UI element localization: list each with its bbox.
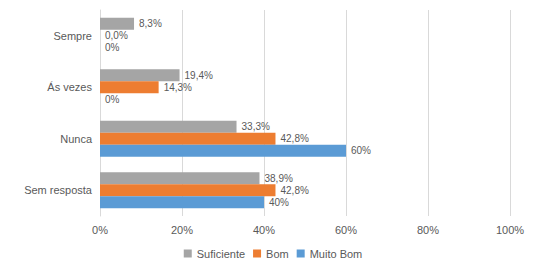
svg-text:0%: 0% — [105, 42, 120, 53]
svg-text:42,8%: 42,8% — [280, 185, 308, 196]
svg-text:Ás vezes: Ás vezes — [47, 81, 92, 93]
svg-text:Bom: Bom — [266, 248, 289, 260]
svg-text:42,8%: 42,8% — [280, 133, 308, 144]
svg-text:80%: 80% — [417, 224, 439, 236]
svg-text:Sem resposta: Sem resposta — [24, 184, 93, 196]
svg-text:Suficiente: Suficiente — [197, 248, 245, 260]
svg-text:60%: 60% — [335, 224, 357, 236]
svg-text:60%: 60% — [351, 145, 371, 156]
svg-text:20%: 20% — [171, 224, 193, 236]
svg-text:0%: 0% — [92, 224, 108, 236]
svg-text:0%: 0% — [105, 94, 120, 105]
svg-text:14,3%: 14,3% — [164, 82, 192, 93]
svg-text:38,9%: 38,9% — [264, 173, 292, 184]
svg-text:8,3%: 8,3% — [139, 18, 162, 29]
svg-text:Muito Bom: Muito Bom — [310, 248, 363, 260]
svg-text:19,4%: 19,4% — [185, 70, 213, 81]
svg-text:40%: 40% — [253, 224, 275, 236]
svg-text:0,0%: 0,0% — [105, 30, 128, 41]
svg-text:33,3%: 33,3% — [242, 121, 270, 132]
svg-text:Sempre: Sempre — [53, 30, 92, 42]
svg-text:100%: 100% — [496, 224, 524, 236]
svg-text:Nunca: Nunca — [60, 133, 93, 145]
svg-text:40%: 40% — [269, 197, 289, 208]
